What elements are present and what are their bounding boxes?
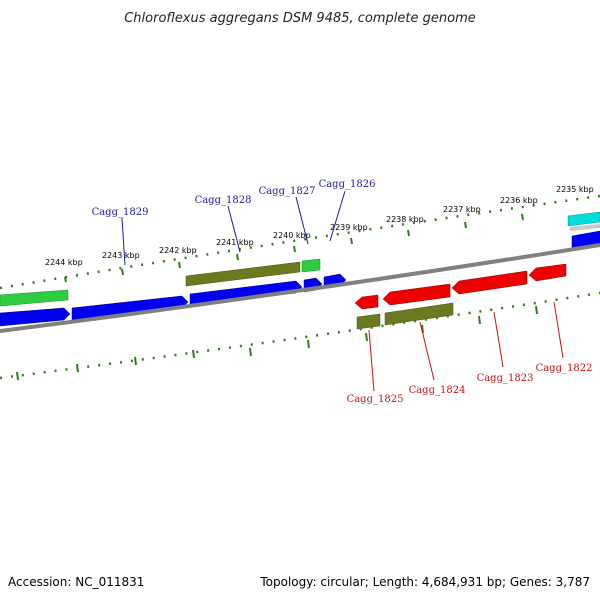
gene-feature[interactable] [0, 289, 69, 307]
tick-major [16, 371, 19, 381]
label-leader [419, 321, 435, 381]
upper-gene-features [0, 211, 600, 307]
label-leader [368, 329, 375, 392]
kbp-label: 2240 kbp [273, 231, 311, 240]
tick-major [350, 237, 353, 245]
label-leader [329, 190, 346, 242]
label-leader [227, 205, 241, 253]
label-leader [493, 311, 504, 368]
tick-major [192, 349, 195, 359]
label-leader [121, 217, 126, 266]
gene-label[interactable]: Cagg_1825 [347, 394, 404, 405]
cds-arrow[interactable] [0, 307, 71, 327]
reverse-gene-labels: Cagg_1825 Cagg_1824 Cagg_1823 Cagg_1822 [347, 301, 593, 405]
gene-feature[interactable] [185, 261, 301, 287]
tick-major [464, 221, 467, 229]
kbp-label: 2242 kbp [159, 246, 197, 255]
genome-backbone [0, 243, 600, 333]
gene-label[interactable]: Cagg_1823 [477, 373, 534, 384]
gene-label[interactable]: Cagg_1822 [536, 363, 593, 374]
cds-arrow[interactable] [451, 270, 528, 295]
accession-text: Accession: NC_011831 [8, 575, 144, 589]
tick-major [236, 253, 239, 261]
tick-major [535, 305, 538, 315]
gene-feature[interactable] [301, 258, 321, 273]
gene-label[interactable]: Cagg_1824 [409, 385, 466, 396]
map-title: Chloroflexus aggregans DSM 9485, complet… [124, 11, 476, 26]
gene-label[interactable]: Cagg_1829 [92, 207, 149, 218]
cds-arrow[interactable] [382, 283, 451, 306]
tick-major [407, 229, 410, 237]
gene-feature[interactable] [567, 211, 600, 227]
gene-label[interactable]: Cagg_1828 [195, 195, 252, 206]
gene-label[interactable]: Cagg_1827 [259, 186, 316, 197]
gene-label[interactable]: Cagg_1826 [319, 179, 376, 190]
tick-major [76, 363, 79, 373]
gene-feature[interactable] [356, 313, 381, 330]
cds-arrow[interactable] [354, 294, 379, 310]
upper-kbp-labels: 2244 kbp 2243 kbp 2242 kbp 2241 kbp 2240… [45, 185, 594, 267]
kbp-label: 2243 kbp [102, 251, 140, 260]
kbp-label: 2236 kbp [500, 196, 538, 205]
kbp-label: 2244 kbp [45, 258, 83, 267]
tick-major [365, 332, 368, 342]
kbp-label: 2241 kbp [216, 238, 254, 247]
tick-major [178, 261, 181, 269]
label-leader [553, 301, 564, 359]
tick-major [134, 356, 137, 366]
kbp-label: 2238 kbp [386, 215, 424, 224]
gene-feature [570, 224, 600, 231]
gene-feature[interactable] [384, 302, 454, 326]
reverse-cds-track [354, 263, 567, 310]
kbp-label: 2237 kbp [443, 205, 481, 214]
upper-tick-track [0, 194, 600, 290]
kbp-label: 2239 kbp [330, 223, 368, 232]
lower-minor-ticks [0, 291, 600, 380]
tick-major [249, 347, 252, 357]
tick-major [307, 339, 310, 349]
tick-major [293, 245, 296, 253]
label-leader [295, 196, 309, 245]
cds-arrow[interactable] [528, 263, 567, 282]
tick-major [478, 315, 481, 325]
tick-major [121, 268, 124, 276]
lower-gene-features [356, 302, 454, 330]
kbp-label: 2235 kbp [556, 185, 594, 194]
lower-tick-track [0, 291, 600, 381]
forward-gene-labels: Cagg_1829 Cagg_1828 Cagg_1827 Cagg_1826 [92, 179, 376, 266]
tick-major [64, 276, 67, 283]
genome-summary-text: Topology: circular; Length: 4,684,931 bp… [259, 575, 590, 589]
tick-major [521, 213, 524, 221]
